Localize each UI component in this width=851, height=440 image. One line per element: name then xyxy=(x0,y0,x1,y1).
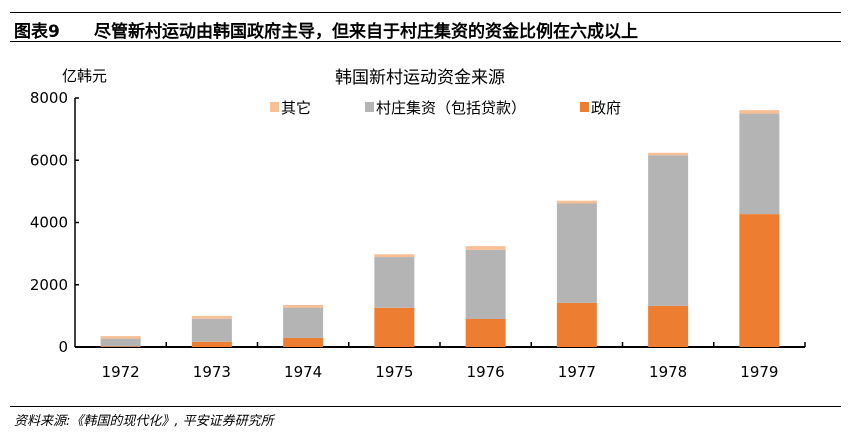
bar-segment-village xyxy=(556,203,597,303)
bar-segment-other xyxy=(191,315,232,319)
figure-number: 图表9 xyxy=(14,22,60,42)
legend-label: 村庄集资（包括贷款） xyxy=(376,99,526,117)
bar-segment-village xyxy=(100,338,141,347)
x-tick-label: 1979 xyxy=(740,363,778,381)
y-tick-label: 8000 xyxy=(30,89,68,107)
bar-segment-other xyxy=(374,254,415,258)
x-tick-label: 1975 xyxy=(375,363,413,381)
bar-segment-other xyxy=(739,110,780,114)
bar-segment-government xyxy=(465,318,506,347)
bar-segment-other xyxy=(283,304,324,308)
bar-segment-other xyxy=(100,336,141,339)
figure-title: 图表9 尽管新村运动由韩国政府主导，但来自于村庄集资的资金比例在六成以上 xyxy=(14,17,638,42)
y-axis-unit: 亿韩元 xyxy=(62,67,107,85)
bar-segment-village xyxy=(648,155,689,306)
chart-title: 韩国新村运动资金来源 xyxy=(335,68,505,88)
x-tick-label: 1973 xyxy=(193,363,231,381)
bar-segment-government xyxy=(556,302,597,347)
legend: 其它 村庄集资（包括贷款） 政府 xyxy=(270,99,621,117)
bar-segment-village xyxy=(374,257,415,308)
bar-segment-village xyxy=(283,307,324,338)
bar-segment-government xyxy=(100,346,141,347)
legend-label: 其它 xyxy=(281,99,311,117)
legend-swatch xyxy=(580,102,589,112)
x-tick-label: 1974 xyxy=(284,363,322,381)
y-tick-label: 6000 xyxy=(30,151,68,169)
y-tick-label: 4000 xyxy=(30,214,68,232)
legend-swatch xyxy=(270,102,279,112)
title-rule xyxy=(10,41,841,42)
bottom-rule xyxy=(10,406,841,407)
bar-segment-government xyxy=(739,214,780,347)
x-tick-label: 1976 xyxy=(467,363,505,381)
axes: 0 2000 4000 6000 8000 1972 1973 1974 1975 1976 197… xyxy=(30,89,806,381)
bar-segment-government xyxy=(374,307,415,347)
bar-segment-village xyxy=(191,318,232,342)
x-tick-label: 1977 xyxy=(558,363,596,381)
bar-segment-other xyxy=(465,246,506,250)
bar-segment-village xyxy=(465,249,506,319)
x-tick-label: 1972 xyxy=(102,363,140,381)
legend-label: 政府 xyxy=(591,99,621,117)
y-tick-label: 2000 xyxy=(30,276,68,294)
y-tick-label: 0 xyxy=(58,338,68,356)
bar-segment-other xyxy=(556,200,597,204)
legend-swatch xyxy=(365,102,374,112)
bar-segment-village xyxy=(739,113,780,215)
top-rule xyxy=(10,12,841,13)
bar-segment-government xyxy=(191,341,232,347)
figure-title-text: 尽管新村运动由韩国政府主导，但来自于村庄集资的资金比例在六成以上 xyxy=(94,22,638,42)
bars xyxy=(100,110,780,347)
source-note: 资料来源:《韩国的现代化》, 平安证券研究所 xyxy=(14,414,274,429)
bar-segment-government xyxy=(283,337,324,347)
x-tick-label: 1978 xyxy=(649,363,687,381)
bar-segment-government xyxy=(648,305,689,347)
bar-segment-other xyxy=(648,152,689,156)
